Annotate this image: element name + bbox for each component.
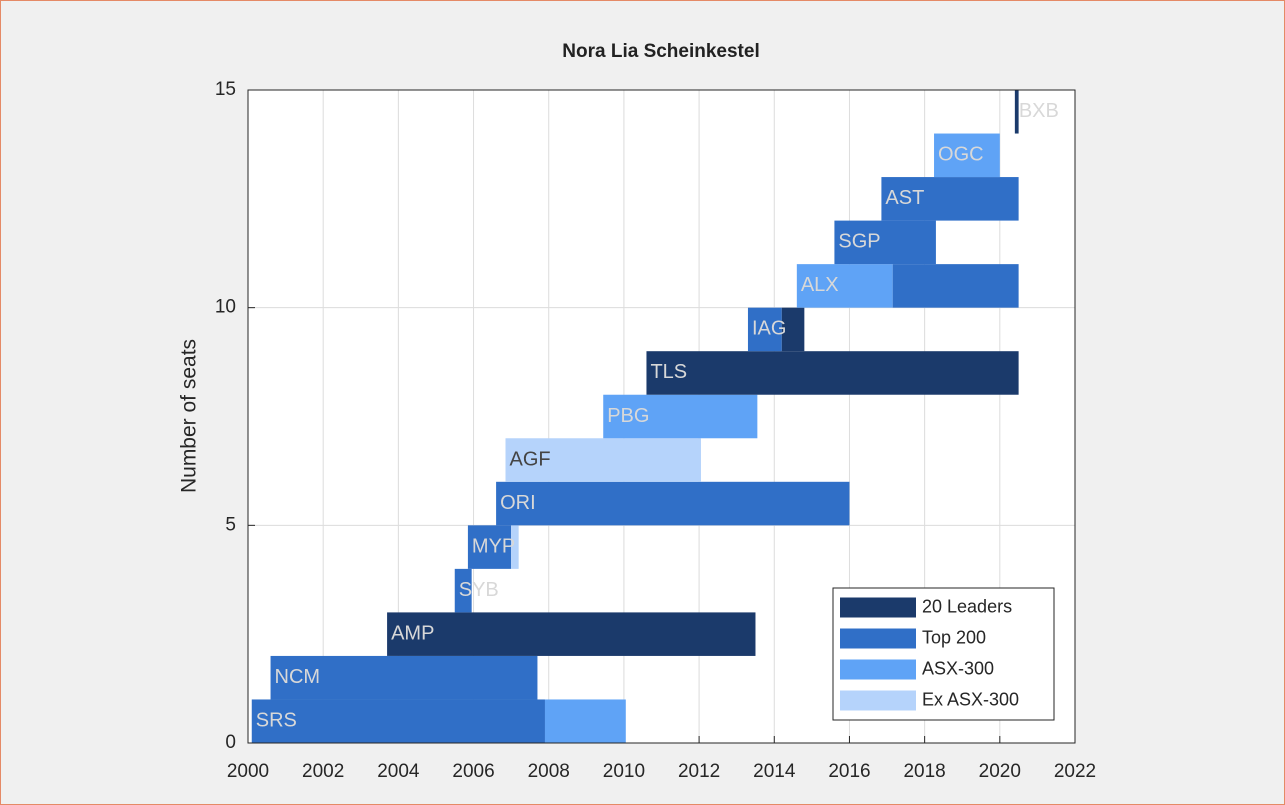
bar-segment (834, 220, 936, 265)
bar-label: AGF (509, 448, 550, 470)
x-tick-label: 2006 (452, 761, 494, 782)
legend-label: Top 200 (922, 627, 986, 647)
bar-segment (603, 394, 758, 439)
bar-segment (796, 264, 893, 308)
legend-label: 20 Leaders (922, 596, 1012, 616)
legend: 20 Leaders Top 200 ASX-300 Ex ASX-300 (832, 587, 1055, 721)
bar-label: PBG (607, 405, 649, 427)
bar-segment (747, 307, 782, 352)
bar-segment (270, 655, 538, 700)
legend-swatch (840, 597, 916, 618)
bar-segment (1014, 90, 1019, 134)
y-axis-label: Number of seats (178, 339, 201, 493)
x-tick-label: 2004 (377, 761, 420, 782)
x-tick-label: 2016 (828, 761, 870, 782)
bar-segment (387, 612, 756, 656)
x-tick-label: 2014 (753, 761, 796, 782)
y-tick-label: 5 (225, 514, 236, 535)
bar-label: TLS (650, 361, 687, 383)
bar-label: SGP (838, 231, 880, 253)
legend-swatch (840, 690, 916, 711)
x-tick-label: 2008 (528, 761, 570, 782)
bar-label: AST (885, 187, 924, 209)
legend-label: Ex ASX-300 (922, 689, 1019, 709)
bar-segment (511, 525, 519, 569)
x-tick-label: 2002 (302, 761, 344, 782)
bar-segment (454, 568, 472, 613)
bar-label: BXB (1019, 100, 1059, 122)
bar-label: OGC (938, 144, 984, 166)
bar-label: SYB (459, 579, 499, 601)
bar-segment (892, 264, 1019, 308)
bar-segment (544, 699, 626, 743)
bar-segment (251, 699, 545, 743)
chart-title: Nora Lia Scheinkestel (562, 41, 759, 62)
bar-label: AMP (391, 622, 434, 644)
legend-swatch (840, 659, 916, 680)
bar-segment (467, 525, 512, 569)
bar-label: ALX (801, 274, 839, 296)
x-tick-label: 2022 (1054, 761, 1096, 782)
x-tick-label: 2000 (227, 761, 269, 782)
legend-swatch (840, 628, 916, 649)
bar-segment (881, 177, 1019, 221)
bar-segment (505, 438, 701, 482)
bar-segment (934, 133, 1000, 178)
y-tick-label: 15 (215, 79, 236, 100)
bar-segment (646, 351, 1019, 395)
bar-label: SRS (256, 710, 297, 732)
bar-label: NCM (275, 666, 321, 688)
bar-segment (781, 307, 805, 352)
y-tick-label: 10 (215, 297, 236, 318)
x-tick-label: 2018 (903, 761, 945, 782)
x-tick-label: 2012 (678, 761, 720, 782)
axes-box (247, 89, 1076, 744)
x-tick-label: 2020 (979, 761, 1021, 782)
legend-label: ASX-300 (922, 658, 994, 678)
y-tick-label: 0 (225, 732, 236, 753)
bar-label: IAG (752, 318, 786, 340)
bar-label: MYP (472, 535, 515, 557)
x-tick-label: 2010 (603, 761, 645, 782)
bar-segment (496, 481, 850, 526)
bar-label: ORI (500, 492, 536, 514)
